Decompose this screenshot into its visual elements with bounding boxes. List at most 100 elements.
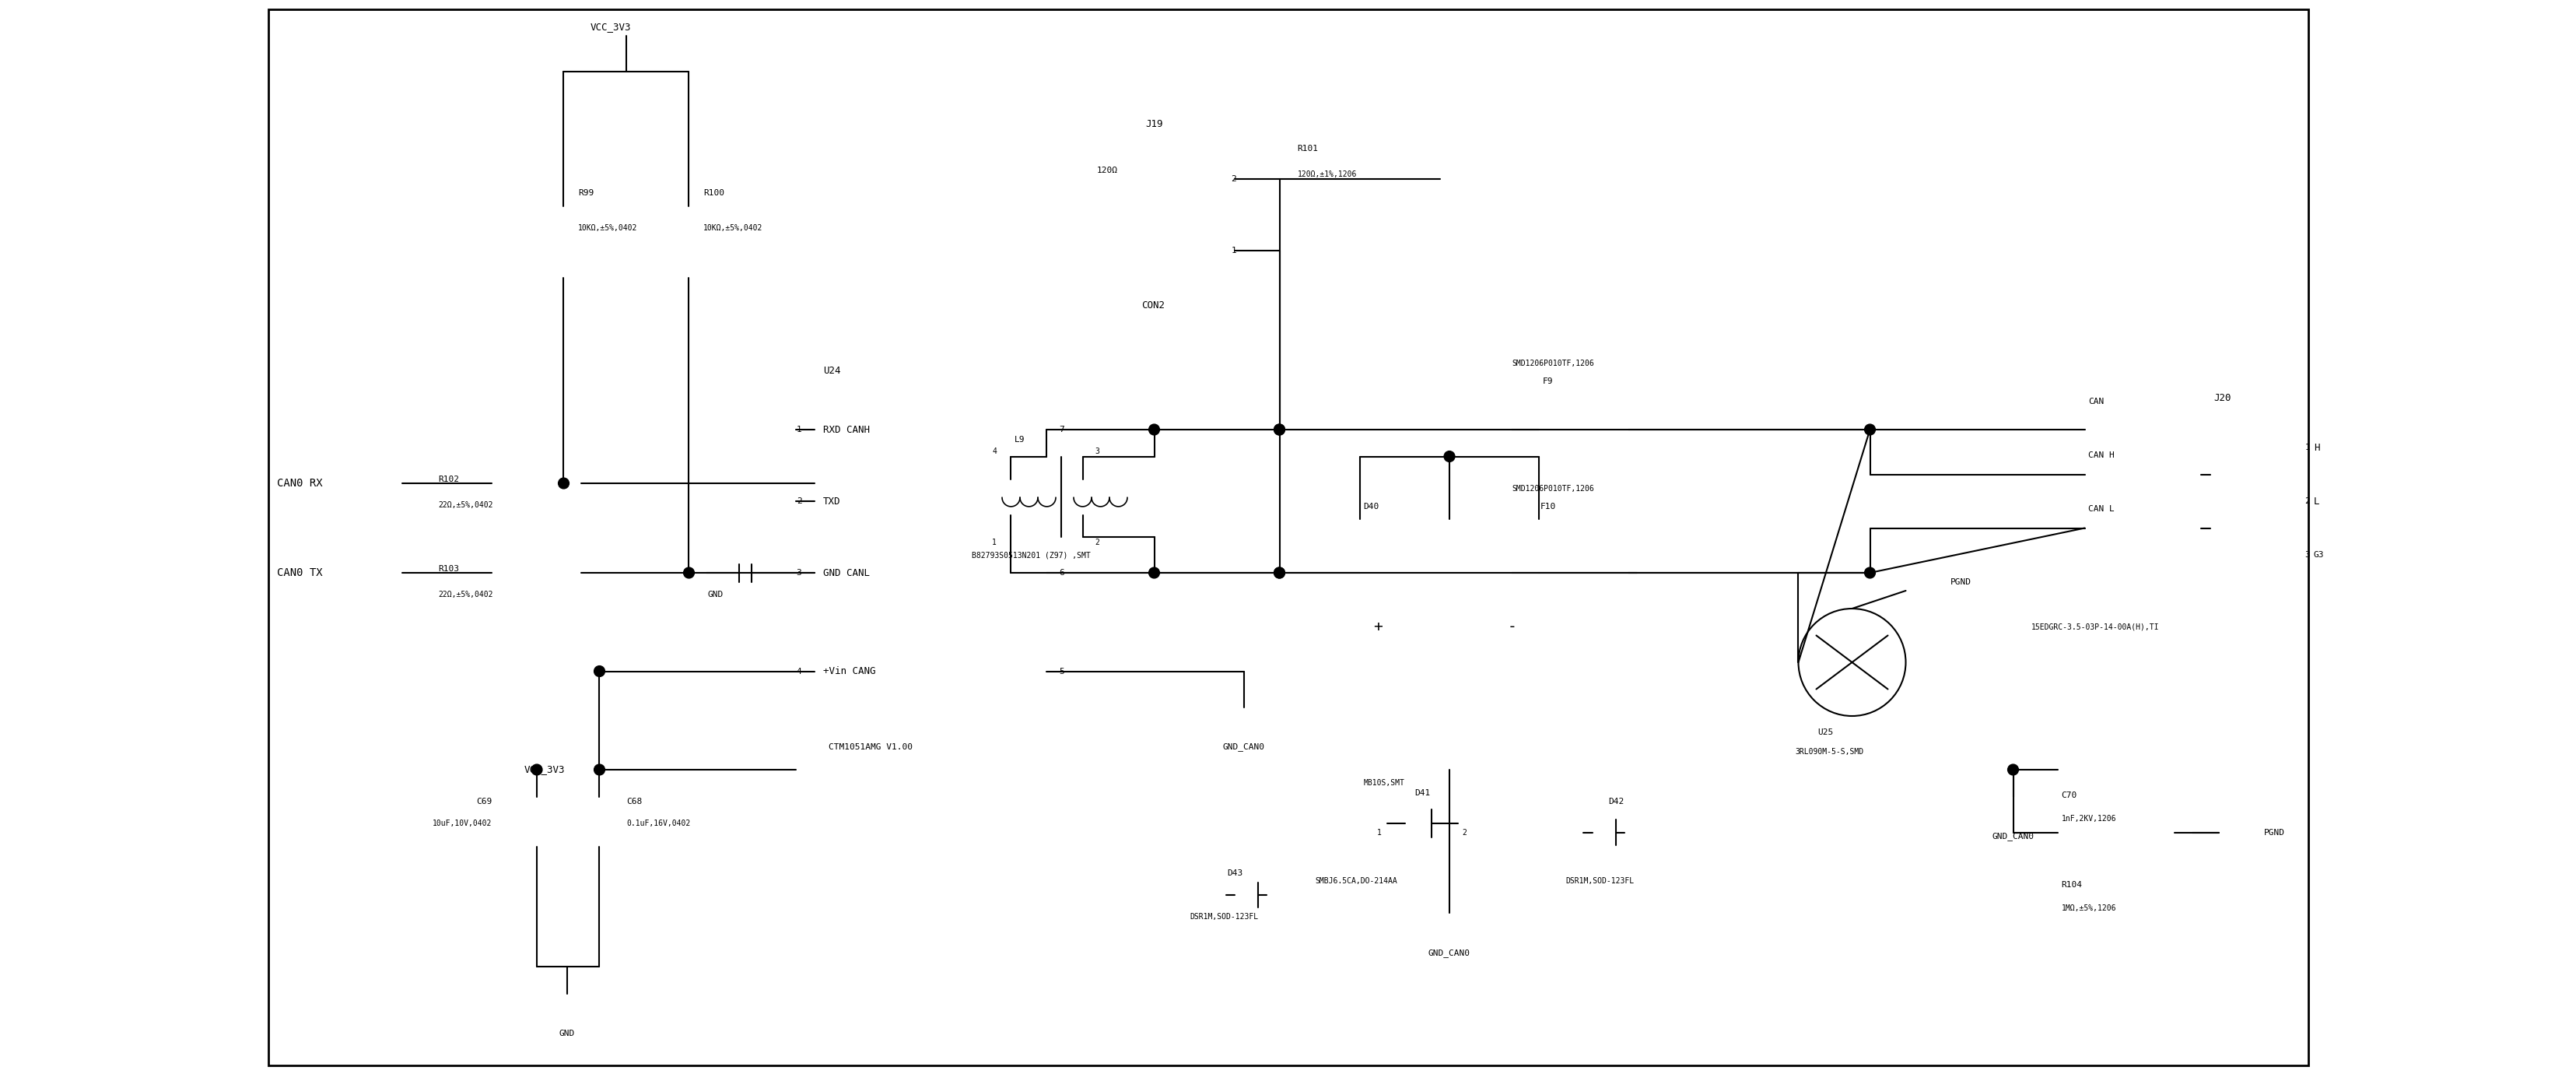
Text: 7: 7 bbox=[1059, 425, 1064, 434]
Text: 3: 3 bbox=[1095, 447, 1100, 455]
Text: L: L bbox=[2313, 496, 2318, 506]
Text: 10uF,10V,0402: 10uF,10V,0402 bbox=[433, 819, 492, 827]
Text: R100: R100 bbox=[703, 189, 724, 197]
Text: DSR1M,SOD-123FL: DSR1M,SOD-123FL bbox=[1566, 877, 1633, 885]
Text: PGND: PGND bbox=[2262, 828, 2285, 837]
Text: 2: 2 bbox=[2303, 497, 2308, 505]
Circle shape bbox=[1443, 451, 1455, 462]
Text: 2: 2 bbox=[1231, 175, 1236, 183]
Text: L9: L9 bbox=[1015, 436, 1025, 444]
Text: CON2: CON2 bbox=[1141, 301, 1164, 310]
Text: B82793S0513N201 (Z97) ,SMT: B82793S0513N201 (Z97) ,SMT bbox=[971, 551, 1090, 560]
Text: U24: U24 bbox=[822, 366, 840, 376]
Text: D41: D41 bbox=[1414, 788, 1430, 797]
Bar bbox=[587, 797, 613, 846]
Text: 1: 1 bbox=[2303, 444, 2308, 451]
Text: CAN L: CAN L bbox=[2087, 505, 2115, 512]
Text: G3: G3 bbox=[2313, 551, 2324, 558]
Text: 1MΩ,±5%,1206: 1MΩ,±5%,1206 bbox=[2061, 904, 2115, 912]
Text: TXD: TXD bbox=[822, 496, 840, 506]
Bar bbox=[492, 558, 582, 587]
Circle shape bbox=[595, 666, 605, 677]
Bar bbox=[1538, 558, 1628, 587]
Text: D42: D42 bbox=[1607, 798, 1623, 806]
Text: GND_CAN0: GND_CAN0 bbox=[1427, 948, 1471, 957]
Text: DSR1M,SOD-123FL: DSR1M,SOD-123FL bbox=[1190, 913, 1257, 920]
Text: GND_CAN0: GND_CAN0 bbox=[1221, 743, 1265, 752]
Circle shape bbox=[1149, 424, 1159, 435]
Text: 2: 2 bbox=[1461, 828, 1466, 837]
Text: GND: GND bbox=[708, 591, 724, 598]
Text: 4: 4 bbox=[992, 447, 997, 455]
Text: 120Ω,±1%,1206: 120Ω,±1%,1206 bbox=[1296, 170, 1358, 178]
Text: F9: F9 bbox=[1543, 377, 1553, 384]
Circle shape bbox=[1273, 567, 1285, 578]
Bar bbox=[1136, 143, 1234, 287]
Text: -: - bbox=[1507, 619, 1517, 634]
Text: CAN0 RX: CAN0 RX bbox=[278, 478, 322, 489]
Polygon shape bbox=[1234, 883, 1257, 908]
Bar bbox=[549, 206, 577, 277]
Bar bbox=[814, 384, 1046, 734]
Polygon shape bbox=[1404, 809, 1432, 838]
Polygon shape bbox=[1221, 707, 1265, 732]
Bar bbox=[675, 206, 703, 277]
Polygon shape bbox=[1991, 797, 2035, 822]
Bar bbox=[2058, 787, 2174, 877]
Text: H: H bbox=[2313, 442, 2318, 452]
Text: GND CANL: GND CANL bbox=[822, 568, 871, 578]
Text: 1: 1 bbox=[796, 425, 801, 434]
Bar bbox=[2084, 394, 2200, 448]
Circle shape bbox=[1865, 567, 1875, 578]
Text: +Vin CANG: +Vin CANG bbox=[822, 666, 876, 677]
Text: 3RL090M-5-S,SMD: 3RL090M-5-S,SMD bbox=[1795, 749, 1862, 756]
Text: 6: 6 bbox=[1059, 569, 1064, 577]
Text: U25: U25 bbox=[1816, 728, 1832, 737]
Text: 2: 2 bbox=[796, 497, 801, 505]
Bar bbox=[2058, 877, 2174, 948]
Circle shape bbox=[1865, 424, 1875, 435]
Text: 2: 2 bbox=[1095, 538, 1100, 547]
Text: R103: R103 bbox=[438, 565, 459, 572]
Text: RXD CANH: RXD CANH bbox=[822, 424, 871, 435]
Text: 1nF,2KV,1206: 1nF,2KV,1206 bbox=[2061, 814, 2115, 823]
Text: 15EDGRC-3.5-03P-14-00A(H),TI: 15EDGRC-3.5-03P-14-00A(H),TI bbox=[2030, 623, 2159, 630]
Text: F10: F10 bbox=[1540, 503, 1556, 510]
Text: D40: D40 bbox=[1363, 503, 1378, 510]
Text: CAN: CAN bbox=[2087, 397, 2105, 405]
Text: R102: R102 bbox=[438, 476, 459, 483]
Text: C70: C70 bbox=[2061, 792, 2076, 799]
Text: CTM1051AMG V1.00: CTM1051AMG V1.00 bbox=[829, 743, 912, 751]
Text: CAN H: CAN H bbox=[2087, 451, 2115, 459]
Polygon shape bbox=[546, 993, 587, 1018]
Text: 1: 1 bbox=[992, 538, 997, 547]
Text: J20: J20 bbox=[2213, 393, 2231, 403]
Text: 3: 3 bbox=[796, 569, 801, 577]
Circle shape bbox=[531, 765, 541, 775]
Text: 1: 1 bbox=[1376, 828, 1381, 837]
Polygon shape bbox=[2218, 814, 2254, 851]
Bar bbox=[1280, 164, 1368, 193]
Text: 5: 5 bbox=[1059, 667, 1064, 676]
Text: 10KΩ,±5%,0402: 10KΩ,±5%,0402 bbox=[703, 223, 762, 232]
Text: GND: GND bbox=[559, 1029, 574, 1037]
Circle shape bbox=[595, 765, 605, 775]
Text: MB10S,SMT: MB10S,SMT bbox=[1363, 779, 1404, 786]
Text: 0.1uF,16V,0402: 0.1uF,16V,0402 bbox=[626, 819, 690, 827]
Bar bbox=[1538, 416, 1628, 444]
Text: 120Ω: 120Ω bbox=[1097, 166, 1118, 174]
Text: PGND: PGND bbox=[1950, 578, 1971, 585]
Text: D43: D43 bbox=[1226, 869, 1242, 877]
Polygon shape bbox=[1906, 569, 1940, 612]
Text: SMD1206P010TF,1206: SMD1206P010TF,1206 bbox=[1512, 484, 1595, 492]
Text: GND_CAN0: GND_CAN0 bbox=[1991, 832, 2032, 841]
Circle shape bbox=[1149, 567, 1159, 578]
Text: 1: 1 bbox=[1231, 247, 1236, 255]
Text: 22Ω,±5%,0402: 22Ω,±5%,0402 bbox=[438, 502, 492, 509]
Bar bbox=[492, 469, 582, 497]
Text: SMBJ6.5CA,DO-214AA: SMBJ6.5CA,DO-214AA bbox=[1314, 877, 1396, 885]
Text: 4: 4 bbox=[796, 667, 801, 676]
Circle shape bbox=[559, 478, 569, 489]
Bar bbox=[2210, 411, 2298, 591]
Text: 3: 3 bbox=[2303, 551, 2308, 558]
